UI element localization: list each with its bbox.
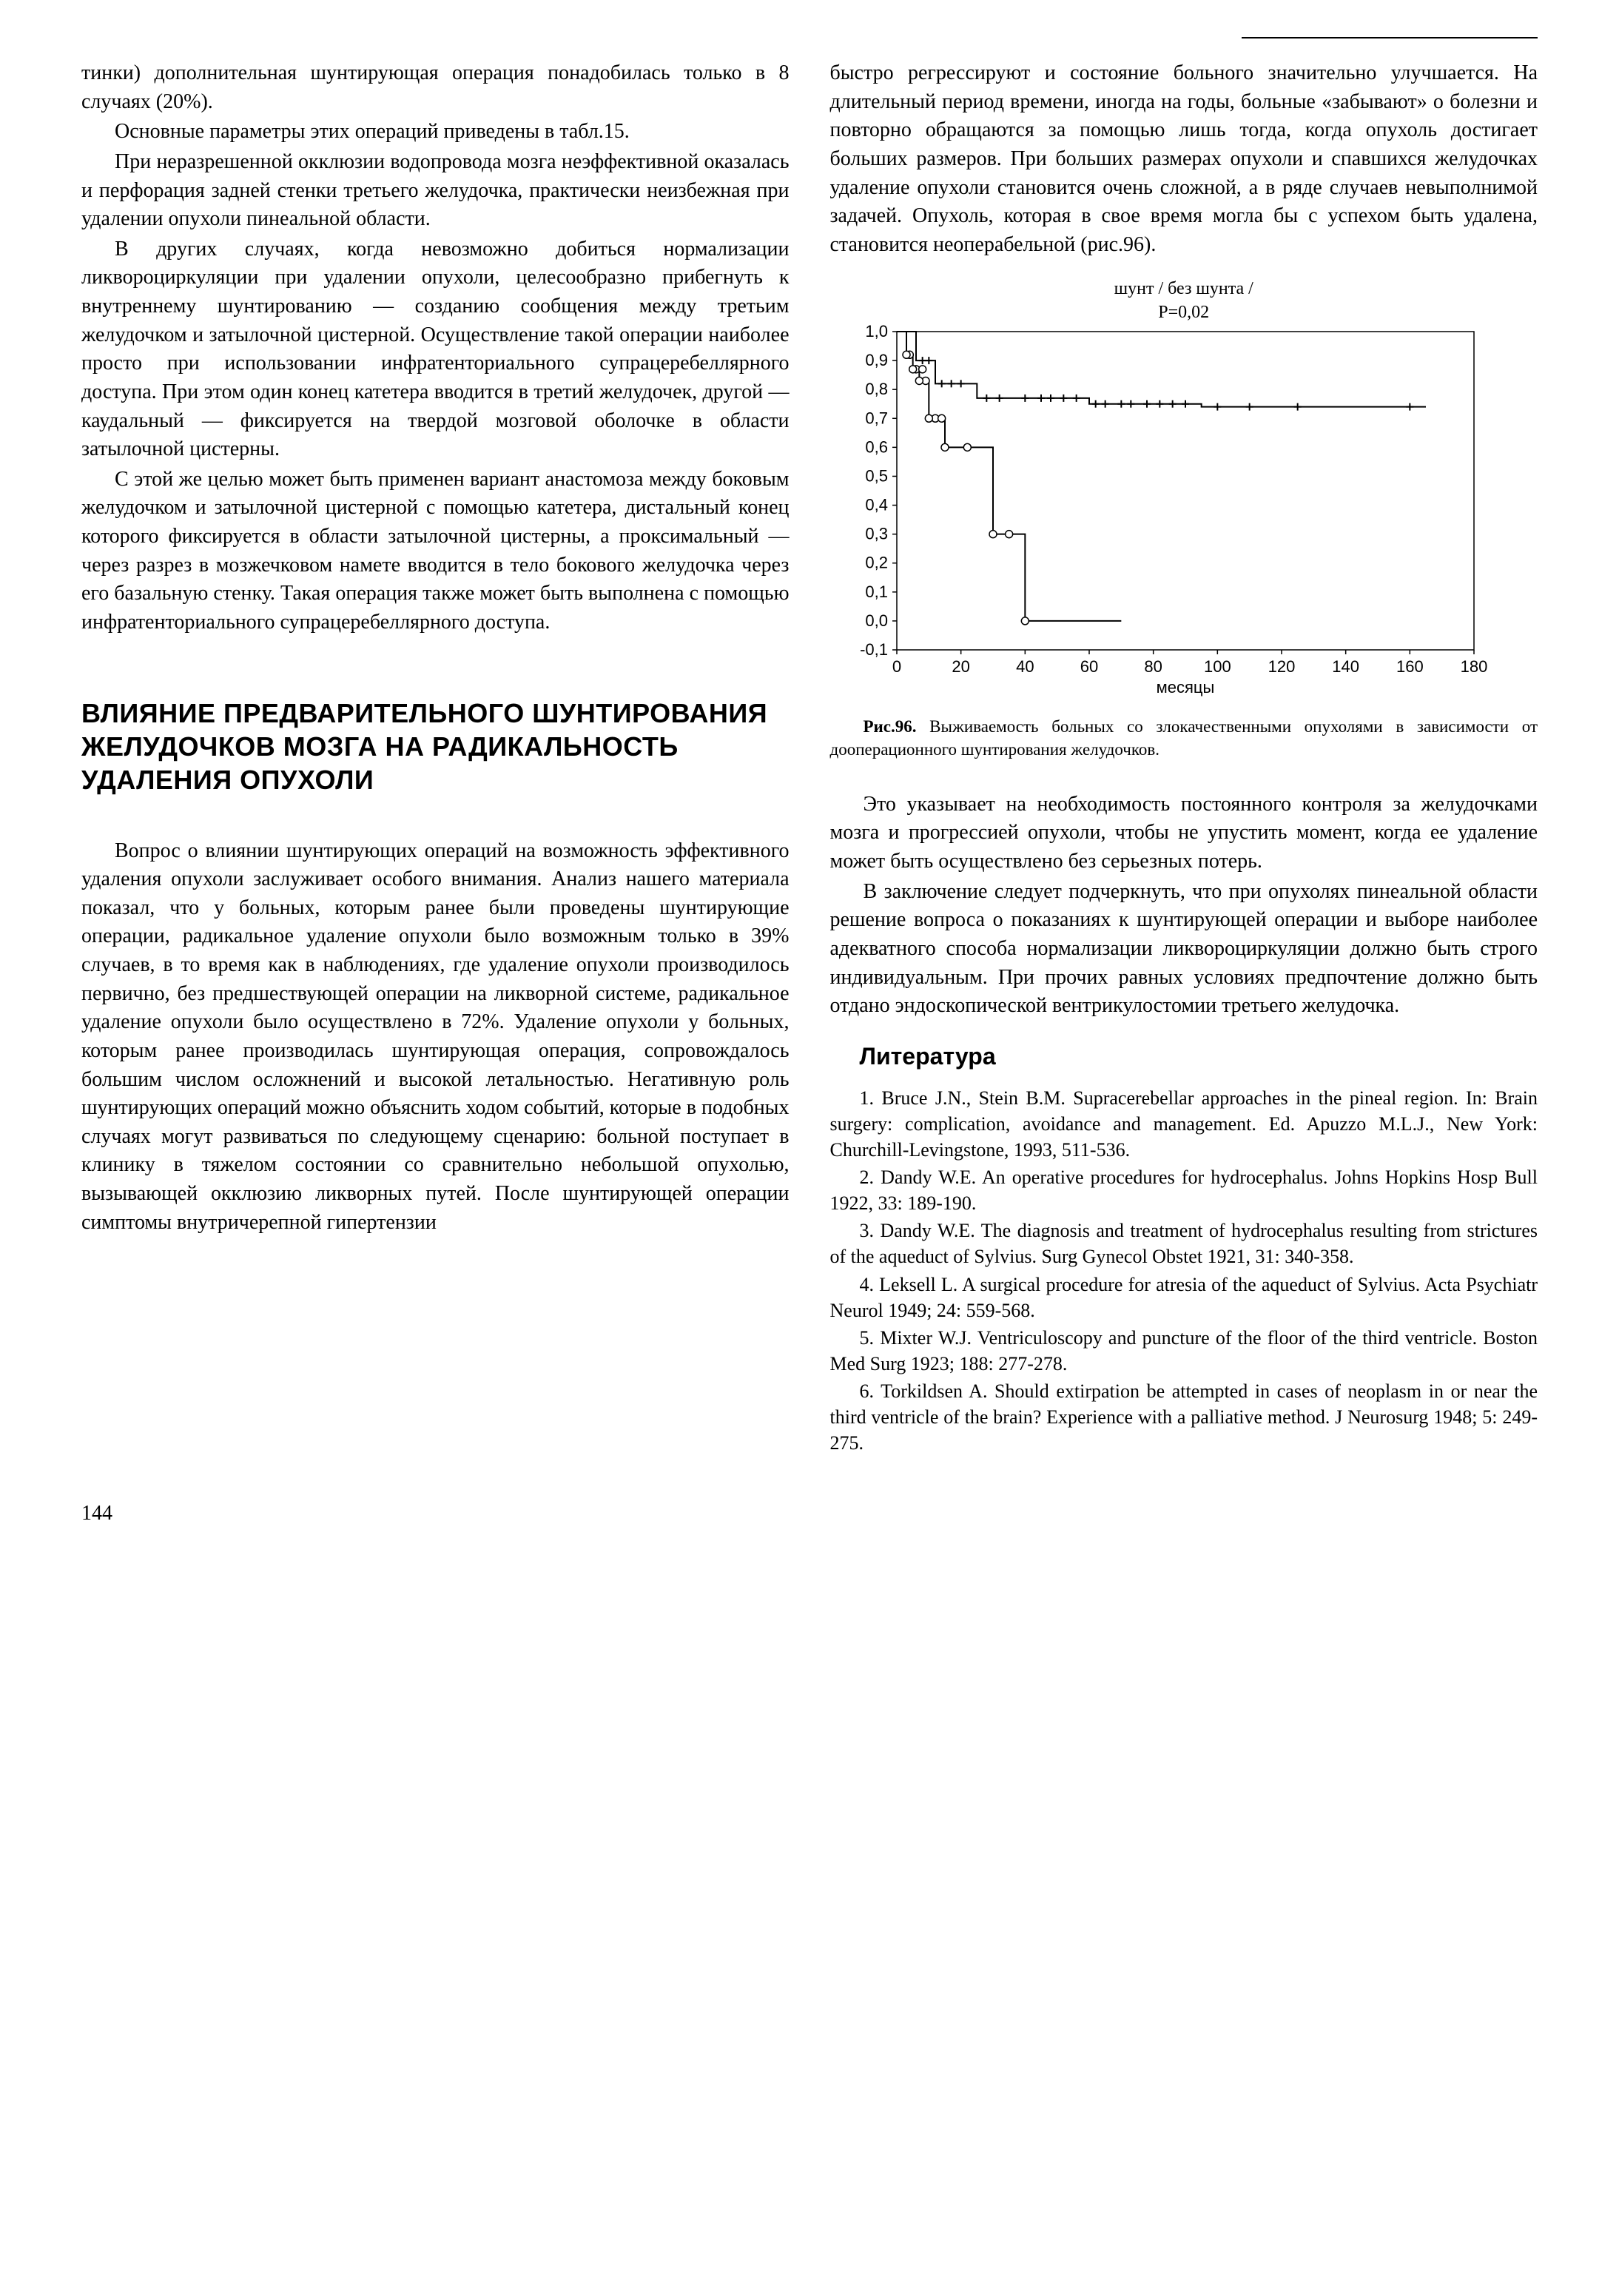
left-column: тинки) дополнительная шунтирующая операц… <box>81 59 790 1457</box>
body-text: Основные параметры этих операций приведе… <box>81 118 790 147</box>
svg-text:20: 20 <box>952 657 969 676</box>
reference-item: 1. Bruce J.N., Stein B.M. Supracerebella… <box>830 1085 1538 1163</box>
svg-text:0,8: 0,8 <box>865 380 888 398</box>
svg-text:40: 40 <box>1016 657 1034 676</box>
chart-legend-line2: P=0,02 <box>830 301 1538 324</box>
reference-item: 5. Mixter W.J. Ventriculoscopy and punct… <box>830 1325 1538 1377</box>
chart-legend-line1: шунт / без шунта / <box>830 278 1538 301</box>
body-text: В заключение следует подчеркнуть, что пр… <box>830 878 1538 1021</box>
svg-text:0,6: 0,6 <box>865 437 888 456</box>
right-column: быстро регрессируют и состояние больного… <box>830 59 1538 1457</box>
svg-text:месяцы: месяцы <box>1156 678 1214 696</box>
svg-text:160: 160 <box>1396 657 1423 676</box>
svg-text:100: 100 <box>1203 657 1231 676</box>
reference-item: 2. Dandy W.E. An operative procedures fo… <box>830 1164 1538 1216</box>
reference-item: 6. Torkildsen A. Should extirpation be a… <box>830 1378 1538 1456</box>
svg-text:-0,1: -0,1 <box>860 640 888 659</box>
svg-text:0: 0 <box>892 657 901 676</box>
svg-text:60: 60 <box>1080 657 1097 676</box>
svg-text:120: 120 <box>1268 657 1295 676</box>
figure-96: шунт / без шунта / P=0,02 -0,1 0,0 0,1 0,2 0… <box>830 278 1538 701</box>
body-text: Вопрос о влиянии шунтирующих операций на… <box>81 837 790 1238</box>
svg-text:180: 180 <box>1460 657 1487 676</box>
svg-text:0,2: 0,2 <box>865 553 888 571</box>
svg-text:80: 80 <box>1144 657 1162 676</box>
svg-text:0,0: 0,0 <box>865 611 888 630</box>
svg-text:0,9: 0,9 <box>865 351 888 369</box>
survival-chart: -0,1 0,0 0,1 0,2 0,3 0,4 0,5 0,6 0,7 0,8 0,9 1,0 0 20… <box>830 324 1489 702</box>
body-text: При неразрешенной окклюзии водопровода м… <box>81 148 790 234</box>
body-text: Это указывает на необходимость постоянно… <box>830 790 1538 876</box>
reference-item: 4. Leksell L. A surgical procedure for a… <box>830 1272 1538 1323</box>
body-text: тинки) дополнительная шунтирующая операц… <box>81 59 790 116</box>
svg-text:1,0: 1,0 <box>865 324 888 340</box>
body-text: быстро регрессируют и состояние больного… <box>830 59 1538 259</box>
svg-text:0,4: 0,4 <box>865 495 888 514</box>
svg-text:140: 140 <box>1332 657 1359 676</box>
figure-caption-text: Выживаемость больных со злокачественными… <box>830 717 1538 759</box>
svg-text:0,7: 0,7 <box>865 409 888 427</box>
svg-text:0,3: 0,3 <box>865 524 888 543</box>
body-text: С этой же целью может быть применен вари… <box>81 466 790 637</box>
page-content: тинки) дополнительная шунтирующая операц… <box>81 59 1538 1457</box>
header-rule <box>1242 37 1538 38</box>
reference-item: 3. Dandy W.E. The diagnosis and treatmen… <box>830 1218 1538 1269</box>
figure-label: Рис.96. <box>864 717 917 736</box>
references-heading: Литература <box>860 1043 1538 1070</box>
section-heading: ВЛИЯНИЕ ПРЕДВАРИТЕЛЬНОГО ШУНТИРОВАНИЯ ЖЕ… <box>81 696 790 796</box>
svg-text:0,5: 0,5 <box>865 466 888 485</box>
body-text: В других случаях, когда невозможно добит… <box>81 235 790 464</box>
page-number: 144 <box>81 1502 1538 1525</box>
svg-text:0,1: 0,1 <box>865 583 888 601</box>
figure-caption: Рис.96. Выживаемость больных со злокачес… <box>830 715 1538 761</box>
